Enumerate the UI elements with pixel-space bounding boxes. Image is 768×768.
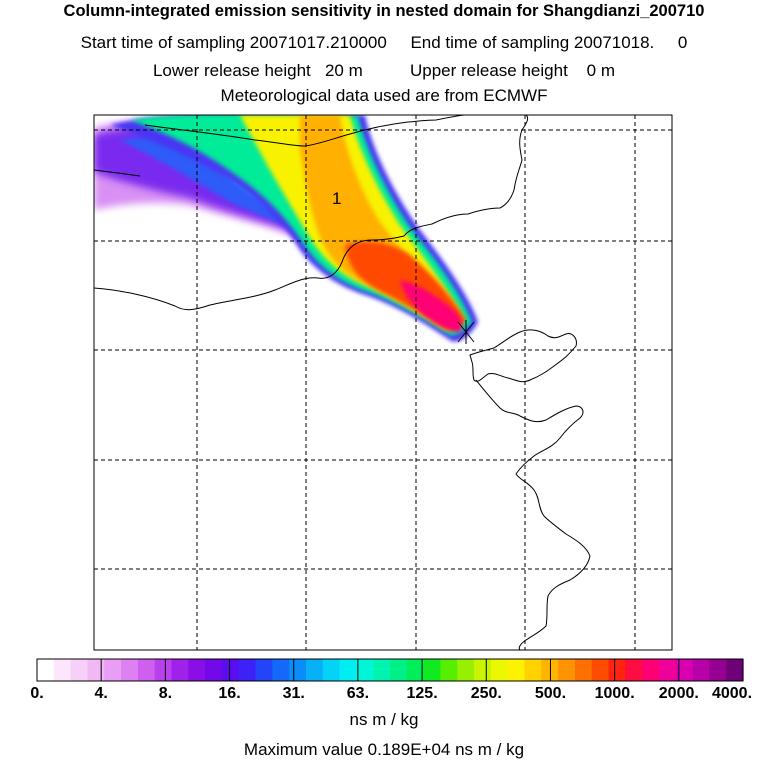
colorbar-tick-label: 1000.	[594, 685, 635, 702]
maximum-value-text: Maximum value 0.189E+04 ns m / kg	[243, 740, 525, 759]
colorbar-swatch	[524, 659, 542, 681]
colorbar-tick-label: 16.	[218, 685, 241, 702]
colorbar-tick-label: 4000.	[711, 685, 753, 702]
colorbar-swatch	[574, 659, 593, 681]
colorbar-tick-label: 2000.	[658, 685, 699, 702]
colorbar-swatch	[591, 659, 610, 681]
colorbar-swatch	[692, 659, 710, 681]
colorbar-swatch	[305, 659, 324, 681]
colorbar-swatch	[137, 659, 156, 681]
colorbar-swatch	[390, 659, 408, 681]
colorbar-swatch	[373, 659, 391, 681]
colorbar-swatch	[558, 659, 576, 681]
colorbar-tick-label: 4.	[94, 685, 108, 702]
colorbar-swatch	[171, 659, 189, 681]
coastlines	[94, 115, 591, 650]
colorbar-unit: ns m / kg	[349, 710, 419, 729]
colorbar-swatch	[709, 659, 727, 681]
receptor-label: 1	[332, 189, 341, 208]
colorbar-swatch	[238, 659, 257, 681]
colorbar-tick-label: 63.	[346, 685, 370, 702]
colorbar-swatch	[625, 659, 643, 681]
colorbar-swatch	[440, 659, 458, 681]
colorbar-swatch	[642, 659, 660, 681]
colorbar-tick-label: 0.	[30, 685, 44, 702]
emission-sensitivity-plume	[94, 115, 478, 342]
colorbar-tick-label: 8.	[158, 685, 173, 702]
colorbar-swatch	[406, 659, 425, 681]
colorbar-swatch	[339, 659, 357, 681]
colorbar-swatch	[457, 659, 475, 681]
plume-west-inner	[120, 137, 282, 224]
map-frame	[93, 114, 673, 651]
colorbar-swatch	[356, 659, 374, 681]
colorbar-swatch	[726, 659, 744, 681]
colorbar-swatch	[221, 659, 240, 681]
colorbar-tick-label: 125.	[406, 685, 438, 702]
colorbar-swatch	[121, 659, 139, 681]
colorbar-swatch	[658, 659, 677, 681]
colorbar-swatch	[255, 659, 273, 681]
colorbar-tick-label: 500.	[534, 685, 567, 702]
colorbar-swatch	[87, 659, 105, 681]
meteorological-data-line: Meteorological data used are from ECMWF	[220, 86, 548, 105]
colorbar-swatch	[507, 659, 526, 681]
release-height-line: Lower release height 20 m Upper release …	[152, 61, 616, 80]
colorbar	[36, 659, 744, 681]
colorbar-swatch	[104, 659, 122, 681]
colorbar-swatch	[70, 659, 89, 681]
colorbar-swatch	[289, 659, 307, 681]
colorbar-frame	[36, 658, 744, 682]
map-title: Column-integrated emission sensitivity i…	[63, 2, 705, 20]
colorbar-tick-label: 250.	[470, 685, 502, 702]
colorbar-swatch	[322, 659, 341, 681]
colorbar-swatch	[423, 659, 442, 681]
lat-lon-grid	[94, 115, 672, 650]
colorbar-tick-label: 31.	[282, 685, 305, 702]
sampling-time-line: Start time of sampling 20071017.210000 E…	[80, 33, 688, 52]
colorbar-swatch	[272, 659, 290, 681]
colorbar-swatch	[675, 659, 694, 681]
colorbar-swatch	[53, 659, 72, 681]
colorbar-swatch	[37, 659, 55, 681]
colorbar-swatch	[154, 659, 173, 681]
release-point-marker	[457, 320, 475, 344]
colorbar-swatch	[608, 659, 626, 681]
colorbar-swatch	[205, 659, 223, 681]
colorbar-swatch	[490, 659, 509, 681]
colorbar-swatch	[188, 659, 206, 681]
colorbar-swatch	[474, 659, 492, 681]
